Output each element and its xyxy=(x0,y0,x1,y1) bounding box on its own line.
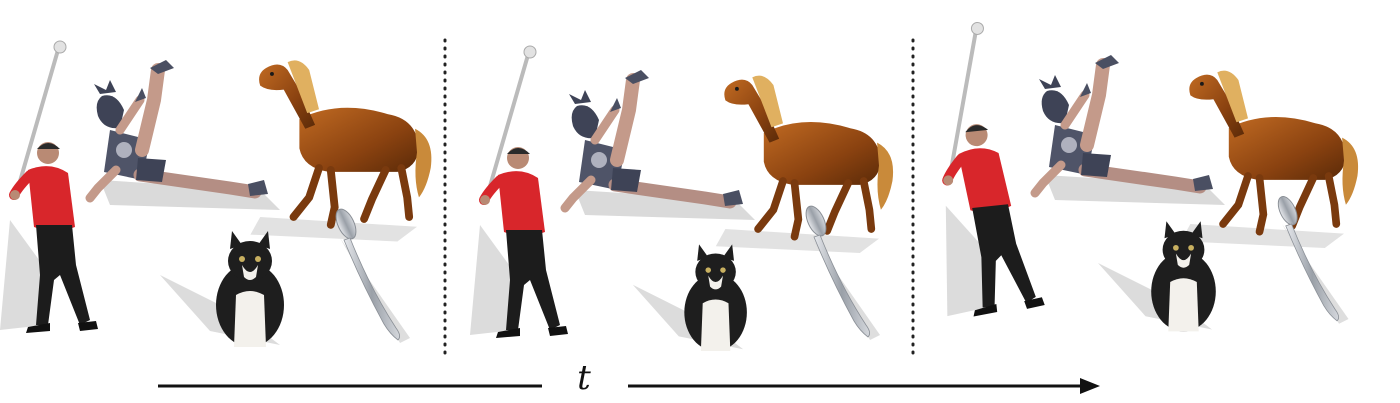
cat-figure xyxy=(1098,221,1216,332)
golfer-figure xyxy=(0,41,98,333)
horse-figure xyxy=(1181,71,1358,248)
golfer-figure xyxy=(470,46,568,338)
kicking-person-figure xyxy=(1035,55,1225,205)
frame-3 xyxy=(917,19,1358,332)
kicking-person-figure xyxy=(90,60,280,210)
horse-figure xyxy=(716,76,893,253)
time-axis-arrowhead xyxy=(1080,378,1100,394)
time-axis-label: t xyxy=(577,358,591,398)
golfer-figure xyxy=(917,19,1045,320)
frame-1 xyxy=(0,41,431,347)
frame-2 xyxy=(470,46,893,352)
cat-figure xyxy=(632,244,747,352)
cat-figure xyxy=(160,231,284,347)
